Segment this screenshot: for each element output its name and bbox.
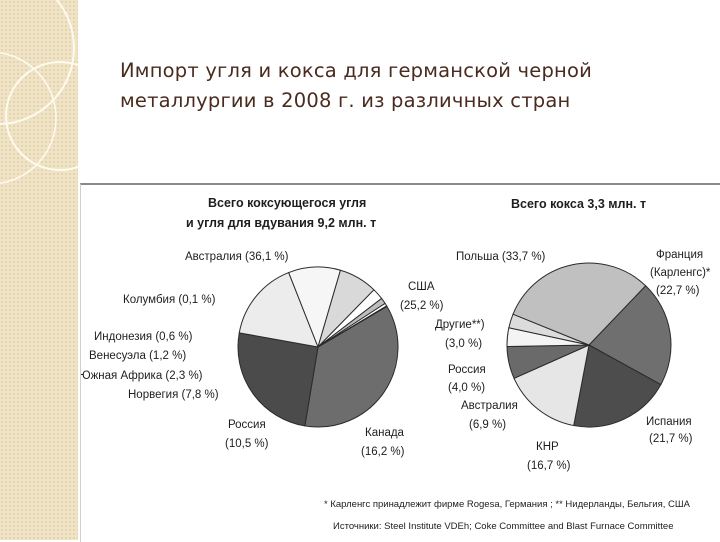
coal-label-russia-value: (10,5 %)	[225, 438, 269, 450]
coke-slice-польша	[512, 262, 647, 346]
coal-label-south-africa: Южная Африка (2,3 %)	[81, 370, 203, 382]
chart-panel: Всего коксующегося угля и угля для вдува…	[80, 183, 720, 542]
footnote-ownership: * Карленгс принадлежит фирме Rogesa, Гер…	[324, 499, 691, 510]
coke-label-france-value: (22,7 %)	[656, 285, 700, 297]
coke-label-australia-name: Австралия	[461, 400, 518, 412]
coal-slice-колумбия	[317, 305, 388, 348]
coke-label-france-owner: (Карленгс)*	[650, 267, 711, 279]
coke-label-australia-value: (6,9 %)	[469, 419, 506, 431]
slide-title-line-2: металлургии в 2008 г. из различных стран	[120, 89, 571, 112]
coke-label-others-value: (3,0 %)	[445, 338, 482, 350]
coal-chart-title-line-1: Всего коксующегося угля	[208, 196, 366, 210]
coal-label-usa-name: США	[408, 281, 435, 293]
slide-title-line-1: Импорт угля и кокса для германской черно…	[120, 59, 592, 82]
coal-slice-сша	[237, 332, 319, 427]
coke-label-russia-value: (4,0 %)	[448, 382, 485, 394]
coal-label-canada-value: (16,2 %)	[361, 446, 405, 458]
charts-svg: Всего коксующегося угля и угля для вдува…	[81, 196, 711, 532]
coke-label-russia-name: Россия	[448, 364, 486, 376]
coal-label-canada-name: Канада	[365, 427, 405, 439]
coke-label-spain-name: Испания	[646, 416, 692, 428]
coal-slice-австралия	[304, 305, 399, 428]
coal-chart-title-line-2: и угля для вдувания 9,2 млн. т	[186, 216, 376, 230]
coke-slice-франция-карленгс	[588, 285, 672, 386]
coal-label-venezuela: Венесуэла (1,2 %)	[89, 350, 186, 362]
coke-pie	[506, 262, 672, 428]
coal-label-colombia: Колумбия (0,1 %)	[123, 294, 216, 306]
coke-label-others-name: Другие**)	[435, 319, 485, 331]
coal-label-usa-value: (25,2 %)	[400, 300, 444, 312]
coal-label-russia-name: Россия	[228, 419, 266, 431]
coke-slice-испания	[573, 344, 662, 428]
coke-label-poland: Польша (33,7 %)	[456, 251, 546, 263]
coke-chart-title: Всего кокса 3,3 млн. т	[511, 197, 646, 211]
coke-label-france-name: Франция	[656, 249, 703, 261]
coal-label-norway: Норвегия (7,8 %)	[128, 389, 219, 401]
coke-label-spain-value: (21,7 %)	[649, 433, 693, 445]
coal-slice-канада	[238, 271, 319, 348]
footnote-sources: Источники: Steel Institute VDEh; Coke Co…	[333, 521, 674, 532]
slide-title: Импорт угля и кокса для германской черно…	[120, 56, 680, 116]
coal-pie	[237, 266, 399, 428]
coke-label-china-value: (16,7 %)	[527, 460, 571, 472]
coke-slice-кнр	[513, 344, 590, 427]
coal-label-australia: Австралия (36,1 %)	[185, 251, 289, 263]
decorative-sidebar	[0, 0, 78, 540]
coke-label-china-name: КНР	[536, 441, 559, 453]
decorative-circles	[0, 0, 78, 184]
coal-label-indonesia: Индонезия (0,6 %)	[94, 331, 193, 343]
